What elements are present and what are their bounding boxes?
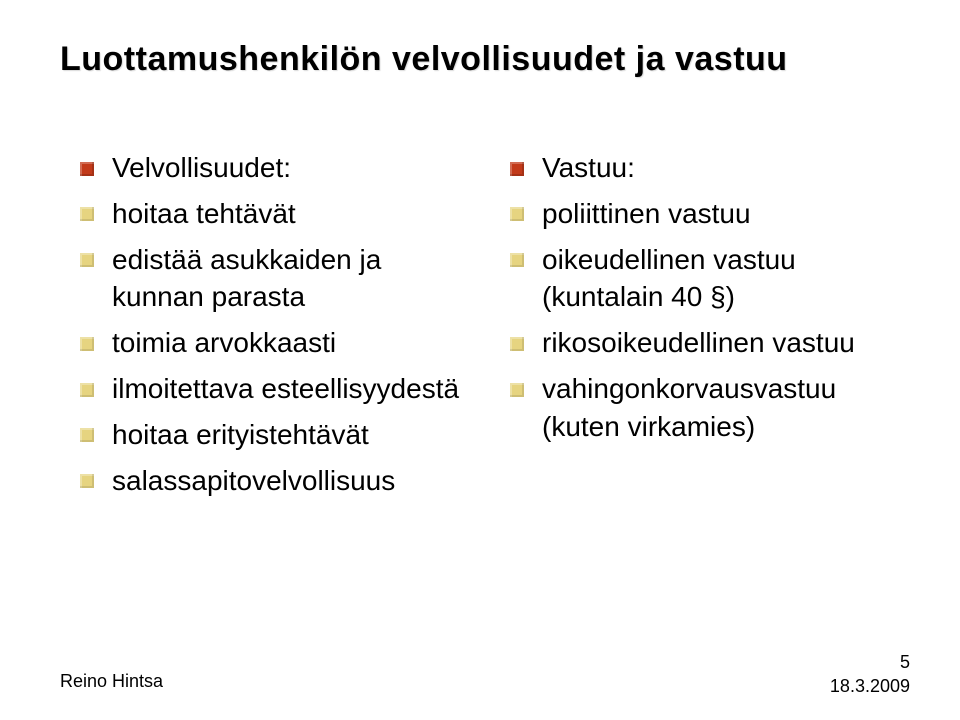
list-item-text: hoitaa tehtävät [112,198,296,229]
square-bullet-icon [510,337,524,351]
list-item-text: ilmoitettava esteellisyydestä [112,373,459,404]
list-item: salassapitovelvollisuus [80,462,470,500]
list-item: vahingonkorvausvastuu (kuten virkamies) [510,370,900,446]
square-bullet-icon [80,162,94,176]
square-bullet-icon [80,474,94,488]
list-item-text: oikeudellinen vastuu (kuntalain 40 §) [542,244,796,313]
slide-title: Luottamushenkilön velvollisuudet ja vast… [60,40,900,79]
square-bullet-icon [510,383,524,397]
slide-date: 18.3.2009 [830,675,910,698]
square-bullet-icon [80,383,94,397]
square-bullet-icon [80,207,94,221]
list-item: toimia arvokkaasti [80,324,470,362]
list-item-text: hoitaa erityistehtävät [112,419,369,450]
left-heading-text: Velvollisuudet: [112,152,291,183]
list-item: poliittinen vastuu [510,195,900,233]
page-number: 5 [830,651,910,674]
square-bullet-icon [80,337,94,351]
list-item-text: rikosoikeudellinen vastuu [542,327,855,358]
left-column: Velvollisuudet: hoitaa tehtävät edistää … [60,149,470,507]
footer-author: Reino Hintsa [60,671,163,692]
slide: Luottamushenkilön velvollisuudet ja vast… [0,0,960,720]
list-item: ilmoitettava esteellisyydestä [80,370,470,408]
square-bullet-icon [80,428,94,442]
right-bullets: Vastuu: poliittinen vastuu oikeudellinen… [510,149,900,446]
list-item: oikeudellinen vastuu (kuntalain 40 §) [510,241,900,317]
right-heading-item: Vastuu: [510,149,900,187]
list-item: hoitaa erityistehtävät [80,416,470,454]
content-columns: Velvollisuudet: hoitaa tehtävät edistää … [60,149,900,507]
list-item: hoitaa tehtävät [80,195,470,233]
footer-right: 5 18.3.2009 [830,651,910,698]
left-bullets: Velvollisuudet: hoitaa tehtävät edistää … [80,149,470,499]
list-item-text: salassapitovelvollisuus [112,465,395,496]
square-bullet-icon [510,253,524,267]
list-item-text: edistää asukkaiden ja kunnan parasta [112,244,381,313]
list-item: rikosoikeudellinen vastuu [510,324,900,362]
list-item-text: poliittinen vastuu [542,198,751,229]
list-item-text: toimia arvokkaasti [112,327,336,358]
right-column: Vastuu: poliittinen vastuu oikeudellinen… [510,149,900,507]
square-bullet-icon [510,207,524,221]
list-item-text: vahingonkorvausvastuu (kuten virkamies) [542,373,836,442]
left-heading-item: Velvollisuudet: [80,149,470,187]
right-heading-text: Vastuu: [542,152,635,183]
square-bullet-icon [510,162,524,176]
square-bullet-icon [80,253,94,267]
list-item: edistää asukkaiden ja kunnan parasta [80,241,470,317]
